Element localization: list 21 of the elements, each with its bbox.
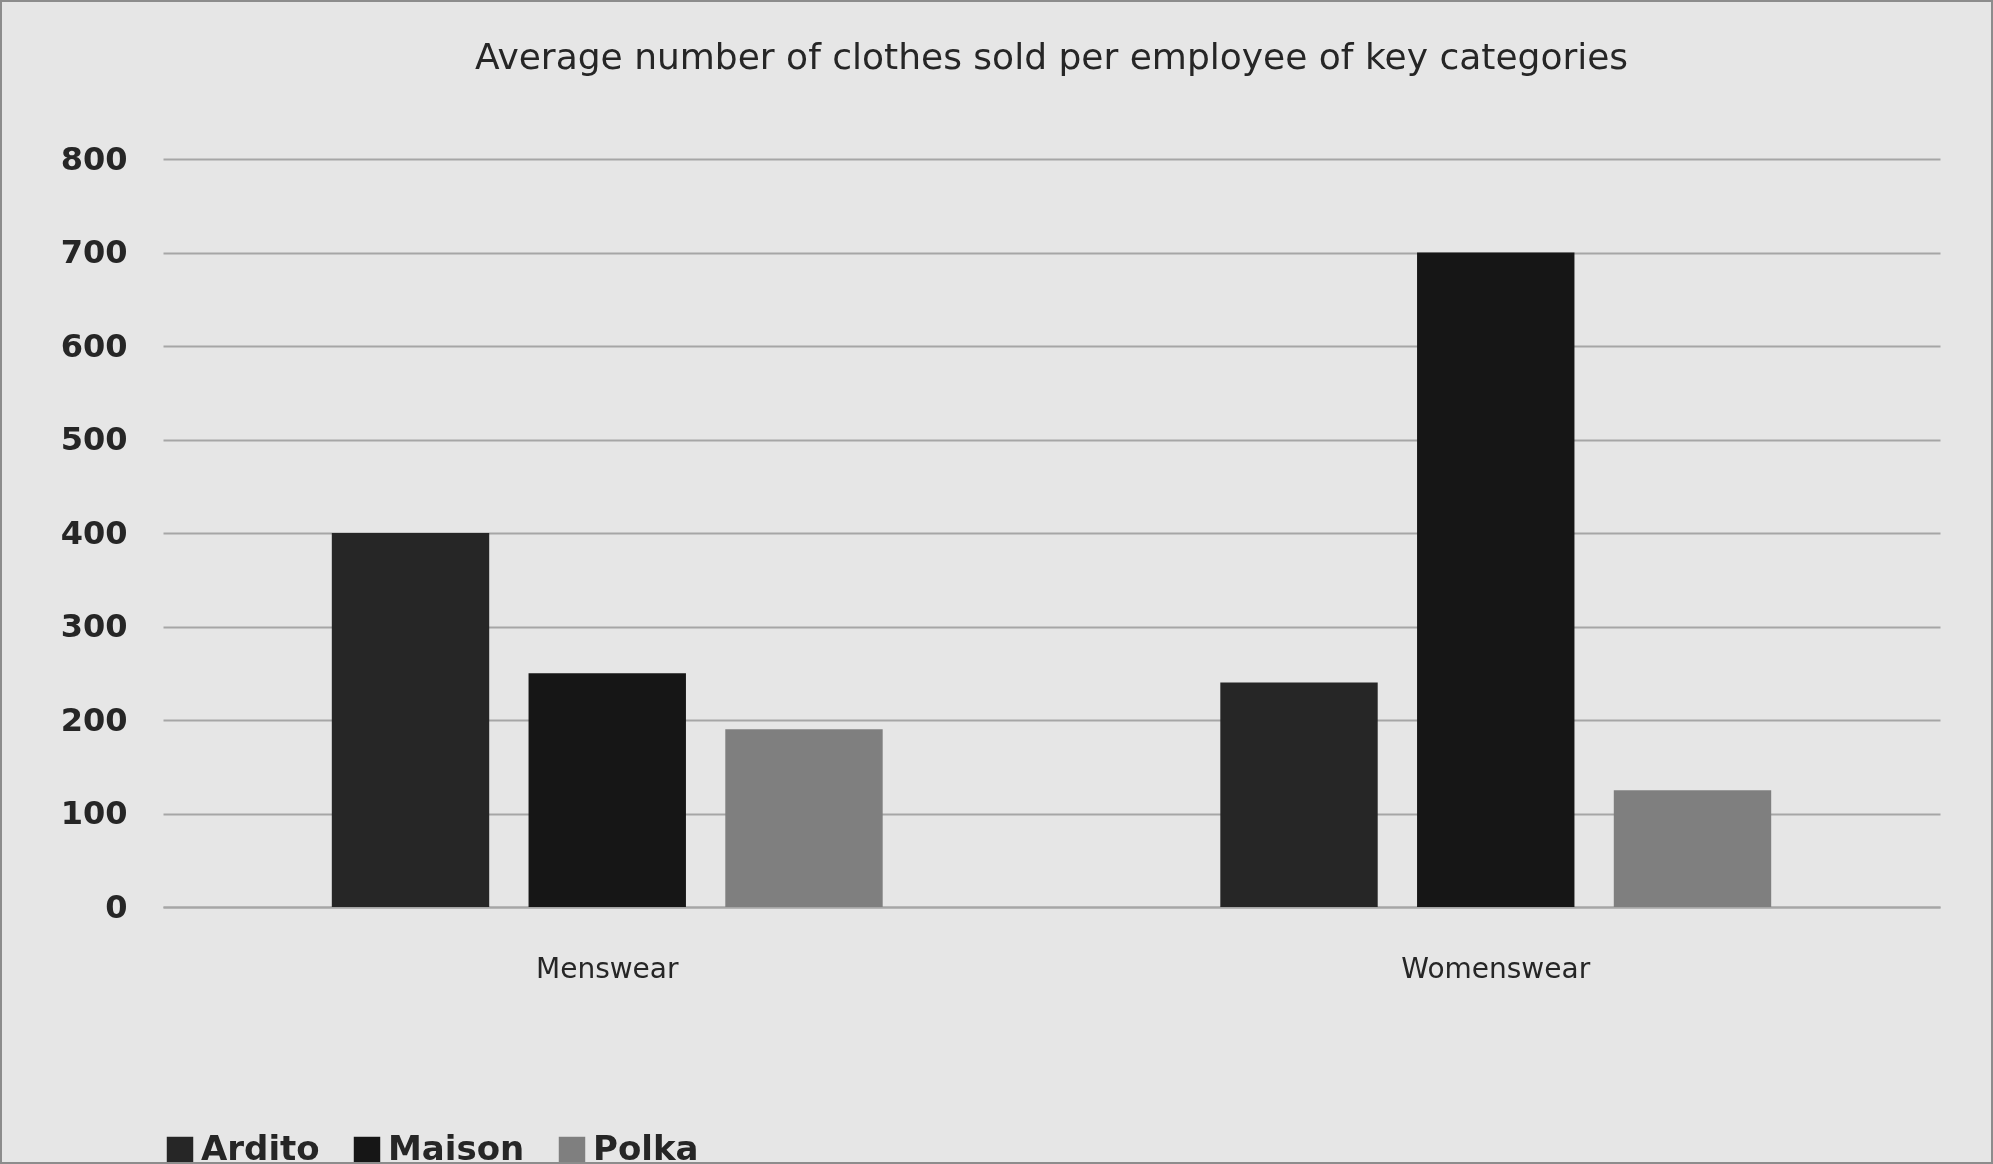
y-tick-label: 600 bbox=[60, 326, 128, 365]
x-tick-label: Womenswear bbox=[1401, 951, 1591, 985]
legend-label: Polka bbox=[593, 1128, 699, 1164]
bar bbox=[1613, 790, 1772, 907]
y-tick-label: 700 bbox=[60, 233, 128, 271]
bar bbox=[1220, 682, 1378, 907]
bar bbox=[1417, 252, 1575, 907]
legend-label: Ardito bbox=[201, 1128, 320, 1164]
chart-title: Average number of clothes sold per employee of key categories bbox=[474, 36, 1629, 77]
y-tick-label: 200 bbox=[60, 700, 128, 739]
y-tick-label: 800 bbox=[60, 139, 128, 178]
y-tick-label: 500 bbox=[60, 420, 128, 458]
legend-label: Maison bbox=[388, 1128, 525, 1164]
bar bbox=[331, 533, 490, 907]
x-tick-label: Menswear bbox=[535, 951, 679, 985]
y-tick-label: 0 bbox=[105, 887, 128, 926]
y-tick-label: 300 bbox=[60, 607, 128, 645]
bar bbox=[528, 673, 686, 907]
y-tick-label: 100 bbox=[60, 794, 128, 832]
y-tick-label: 400 bbox=[60, 513, 128, 552]
bar bbox=[725, 729, 883, 907]
